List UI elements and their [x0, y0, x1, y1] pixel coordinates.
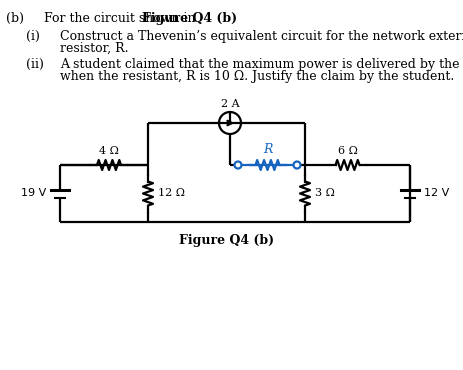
Text: 12 Ω: 12 Ω [158, 188, 185, 198]
Text: Construct a Thevenin’s equivalent circuit for the network external to: Construct a Thevenin’s equivalent circui… [60, 30, 463, 43]
Text: 12 V: 12 V [424, 188, 449, 198]
Text: Figure Q4 (b): Figure Q4 (b) [142, 12, 237, 25]
Text: 4 Ω: 4 Ω [99, 146, 119, 156]
Text: 2 A: 2 A [221, 99, 239, 109]
Text: R: R [263, 143, 272, 156]
Text: Figure Q4 (b): Figure Q4 (b) [179, 234, 274, 247]
Text: when the resistant, R is 10 Ω. Justify the claim by the student.: when the resistant, R is 10 Ω. Justify t… [60, 70, 454, 83]
Text: (ii): (ii) [26, 58, 44, 71]
Text: resistor, R.: resistor, R. [60, 42, 129, 55]
Text: For the circuit shown in: For the circuit shown in [44, 12, 200, 25]
Text: 19 V: 19 V [21, 188, 46, 198]
Text: (b): (b) [6, 12, 24, 25]
Text: A student claimed that the maximum power is delivered by the circuit: A student claimed that the maximum power… [60, 58, 463, 71]
Text: (i): (i) [26, 30, 40, 43]
Text: 3 Ω: 3 Ω [315, 188, 335, 198]
Text: 6 Ω: 6 Ω [338, 146, 357, 156]
